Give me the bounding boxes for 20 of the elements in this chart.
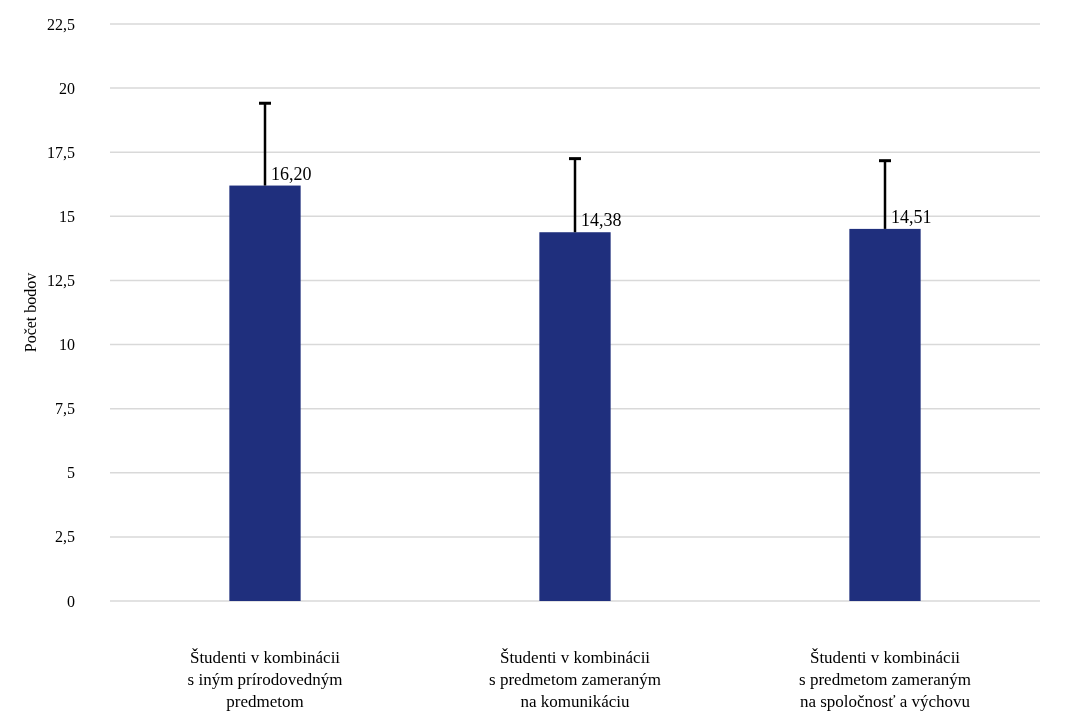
y-tick-label: 20 <box>59 79 75 97</box>
bar <box>229 185 301 601</box>
data-label: 14,51 <box>891 206 932 227</box>
y-tick-label: 0 <box>67 592 75 610</box>
y-tick-label: 10 <box>59 336 75 354</box>
y-tick-label: 2,5 <box>55 528 75 546</box>
x-tick-label: Študenti v kombinácii s predmetom zameraným na spoločnosť a výchovu <box>799 648 971 711</box>
y-tick-label: 17,5 <box>47 143 75 161</box>
data-label: 16,20 <box>271 163 312 184</box>
x-tick-label: Študenti v kombinácii s predmetom zameraným na komunikáciu <box>489 648 661 711</box>
y-tick-label: 15 <box>59 207 75 225</box>
x-tick-label: Študenti v kombinácii s iným prírodovedným predmetom <box>187 648 343 711</box>
y-axis-title: Počet bodov <box>21 272 39 353</box>
bar <box>539 232 611 601</box>
y-tick-label: 7,5 <box>55 400 75 418</box>
bar <box>849 228 921 601</box>
y-tick-label: 12,5 <box>47 272 75 290</box>
y-tick-label: 5 <box>67 464 75 482</box>
y-tick-label: 22,5 <box>47 15 75 33</box>
data-label: 14,38 <box>581 210 622 231</box>
